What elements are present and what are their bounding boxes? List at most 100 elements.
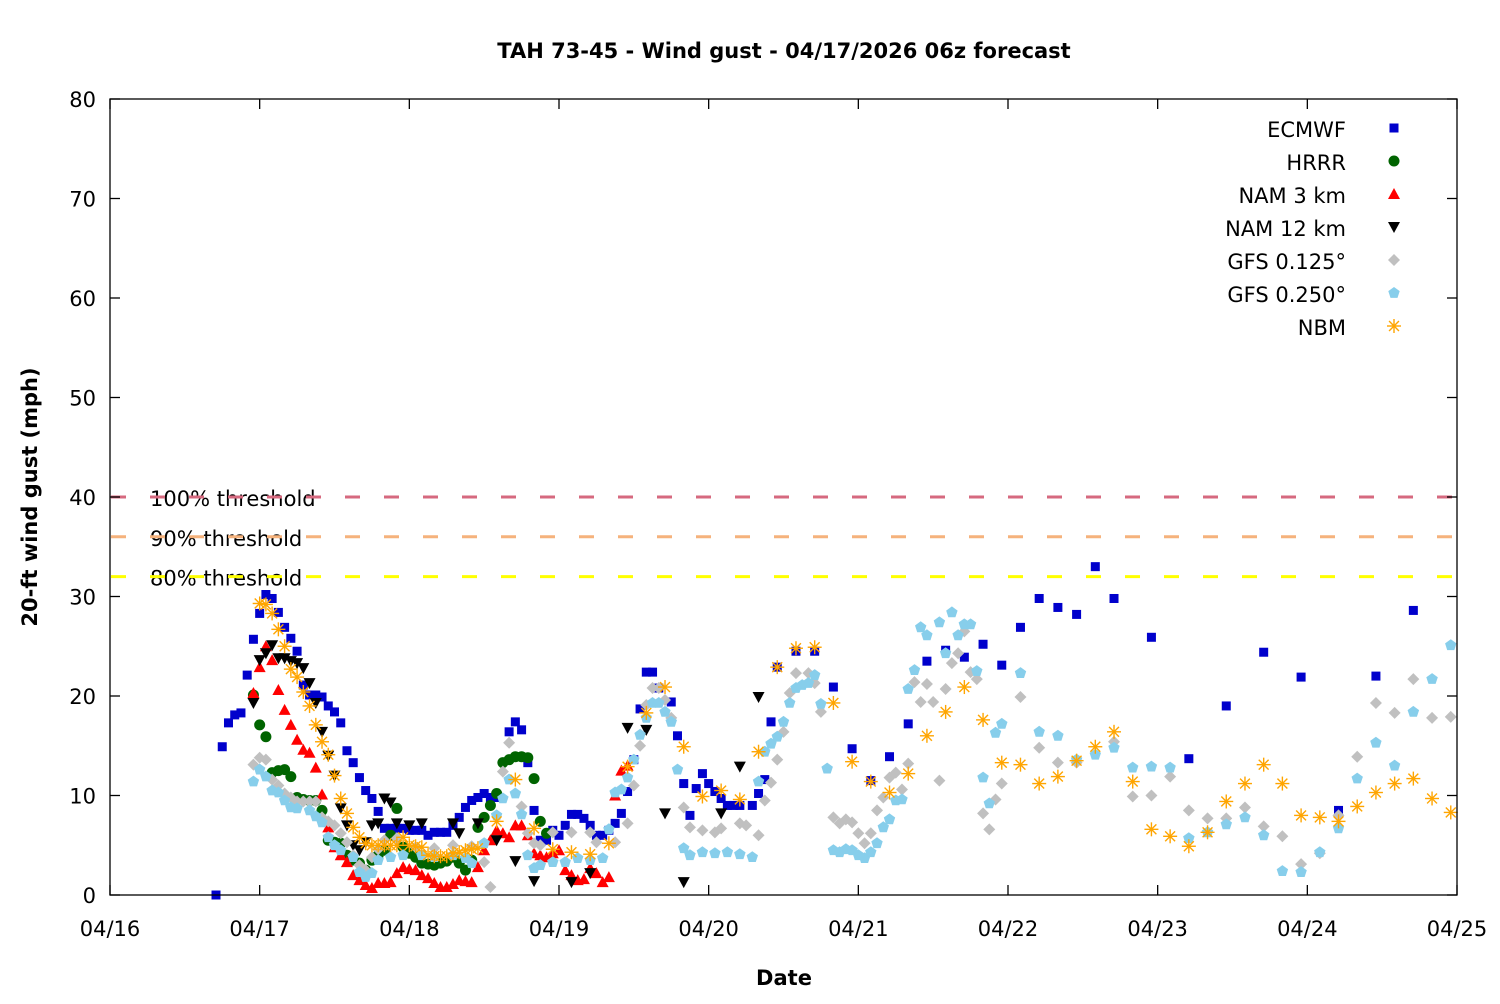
x-tick-label: 04/20 [678,917,739,941]
data-point-gfs-0-125 [814,705,827,718]
data-point-nam-12-km [659,808,672,820]
data-point-ecmwf [716,793,726,803]
data-point-ecmwf [473,792,483,802]
data-point-ecmwf [273,607,283,617]
data-point-nam-12-km [640,724,653,736]
x-tick-label: 04/16 [80,917,141,941]
data-point-gfs-0-250 [883,813,896,825]
legend-label: NBM [1298,316,1346,340]
data-point-nam-12-km [453,828,466,840]
data-point-ecmwf [354,773,364,783]
data-point-ecmwf [1015,622,1025,632]
data-point-gfs-0-125 [521,827,534,840]
data-point-nam-3-km [415,869,428,881]
data-point-ecmwf [1221,701,1231,711]
data-point-gfs-0-250 [1014,667,1027,678]
threshold-label: 90% threshold [150,527,302,551]
data-point-nbm [396,830,411,845]
data-point-ecmwf [1053,602,1063,612]
data-point-nbm [788,641,803,656]
data-point-nam-12-km [372,818,385,830]
data-point-gfs-0-125 [584,826,597,839]
data-point-nbm [1200,825,1215,840]
data-point-nbm [346,820,361,835]
data-point-ecmwf [417,825,427,835]
data-point-gfs-0-125 [1426,711,1439,724]
data-point-gfs-0-125 [259,753,272,766]
x-tick-label: 04/25 [1427,917,1488,941]
data-point-gfs-0-125 [297,795,310,808]
data-point-gfs-0-125 [646,682,659,695]
data-point-gfs-0-125 [933,774,946,787]
data-point-gfs-0-250 [1108,741,1120,753]
data-point-nbm [1294,808,1309,823]
data-point-gfs-0-125 [715,822,728,835]
data-point-ecmwf [885,752,895,762]
data-point-gfs-0-250 [272,786,285,798]
data-point-gfs-0-250 [310,810,322,822]
data-point-gfs-0-250 [684,849,696,861]
series-gfs-0-125 [247,625,1457,894]
data-point-ecmwf [323,701,333,711]
data-point-nbm [358,836,373,851]
data-point-ecmwf [697,769,707,779]
data-point-gfs-0-250 [709,847,721,859]
data-point-gfs-0-125 [908,676,921,689]
data-point-gfs-0-125 [328,819,341,832]
data-point-nam-12-km [309,697,322,709]
data-point-gfs-0-125 [334,827,347,840]
data-point-nam-12-km [415,818,428,830]
data-point-ecmwf [1109,593,1119,603]
data-point-gfs-0-250 [871,837,883,849]
legend-label: NAM 12 km [1225,217,1346,241]
data-point-nbm [1088,739,1103,754]
data-point-ecmwf [454,812,464,822]
data-point-ecmwf [1408,605,1418,615]
data-point-nbm [901,766,916,781]
data-point-nam-3-km [559,864,572,876]
data-point-gfs-0-250 [771,730,783,742]
data-point-nam-12-km [621,722,634,734]
data-point-ecmwf [429,827,439,837]
data-point-ecmwf [336,718,346,728]
data-point-gfs-0-250 [1370,736,1382,748]
data-point-gfs-0-250 [777,715,790,727]
data-point-gfs-0-250 [659,705,671,717]
data-point-gfs-0-250 [964,618,977,630]
data-point-gfs-0-250 [260,770,272,782]
data-point-ecmwf [248,634,258,644]
data-point-gfs-0-125 [758,794,771,807]
data-point-hrrr [254,719,266,731]
data-point-gfs-0-125 [895,783,908,796]
data-point-nam-12-km [334,803,347,815]
x-tick-label: 04/21 [828,917,889,941]
data-point-ecmwf [1184,754,1194,764]
data-point-ecmwf [566,809,576,819]
data-point-ecmwf [1072,609,1082,619]
data-point-ecmwf [236,708,246,718]
data-point-nam-3-km [390,867,403,879]
data-point-ecmwf [635,704,645,714]
data-point-ecmwf [361,786,371,796]
data-point-gfs-0-250 [1220,818,1232,830]
data-point-ecmwf [529,805,539,815]
data-point-nbm [714,783,729,798]
data-point-nbm [389,838,404,853]
data-point-gfs-0-125 [303,795,316,808]
data-point-nbm [545,842,560,857]
legend-label: GFS 0.125° [1227,250,1346,274]
data-point-gfs-0-125 [496,765,509,778]
data-point-ecmwf [585,820,595,830]
data-point-nam-12-km [384,797,397,809]
data-point-nam-12-km [253,655,266,667]
data-point-gfs-0-250 [559,856,571,867]
x-tick-label: 04/22 [978,917,1039,941]
data-point-nbm [976,712,991,727]
data-point-ecmwf [722,800,732,810]
data-point-nam-12-km [291,658,304,670]
data-point-gfs-0-125 [858,837,871,850]
threshold-lines: 100% threshold 90% threshold 80% threshold [110,487,1457,591]
data-point-nam-3-km [422,872,435,884]
x-tick-label: 04/17 [229,917,290,941]
data-point-nam-3-km [297,743,310,755]
